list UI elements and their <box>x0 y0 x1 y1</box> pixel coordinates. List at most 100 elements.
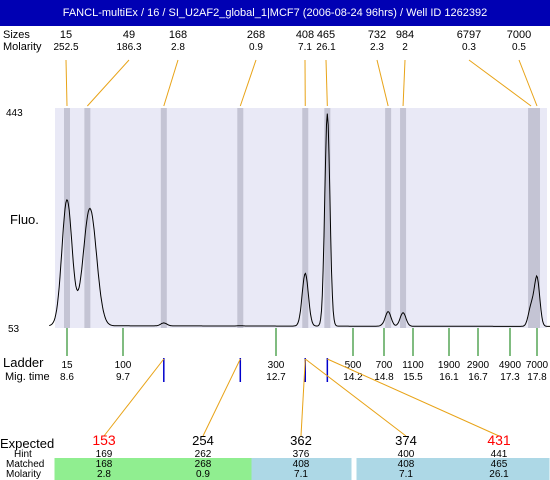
fluorescence-trace <box>49 113 550 327</box>
ladder-time-label: 12.7 <box>266 372 286 383</box>
peak-size-label: 408 <box>296 29 314 41</box>
ladder-time-label: 17.8 <box>527 372 547 383</box>
peak-size-label: 268 <box>247 29 265 41</box>
peak-molarity-label: 26.1 <box>316 42 336 53</box>
matched-label: Matched <box>6 459 44 470</box>
peak-molarity-label: 0.5 <box>512 42 526 53</box>
peak-molarity-label: 252.5 <box>53 42 78 53</box>
window-title: FANCL-multiEx / 16 / SI_U2AF2_global_1|M… <box>0 0 550 26</box>
peak-molarity-label: 2.3 <box>370 42 384 53</box>
matched-value: 168 <box>96 459 113 470</box>
molarity-value: 7.1 <box>399 469 413 480</box>
peak-band <box>534 108 540 328</box>
matched-cell <box>356 458 457 480</box>
expected-connector <box>103 358 165 437</box>
peak-size-label: 984 <box>396 29 414 41</box>
matched-value: 408 <box>398 459 415 470</box>
y-tick-min: 53 <box>8 324 20 335</box>
ladder-size-label: 4900 <box>499 360 522 371</box>
molarity-label: Molarity <box>3 41 42 53</box>
peak-molarity-label: 0.3 <box>462 42 476 53</box>
peak-molarity-label: 0.9 <box>249 42 263 53</box>
expected-value: 153 <box>92 432 116 448</box>
ladder-size-label: 700 <box>376 360 393 371</box>
peak-band <box>385 108 392 328</box>
peak-molarity-label: 7.1 <box>298 42 312 53</box>
ladder-size-label: 500 <box>345 360 362 371</box>
electropherogram-chart: 15252.549186.31682.82680.94087.146526.17… <box>0 29 550 480</box>
peak-band <box>400 108 407 328</box>
ladder-time-label: 14.8 <box>374 372 394 383</box>
hint-value: 400 <box>398 449 415 460</box>
expected-connector <box>202 358 241 437</box>
ladder-size-label: 1100 <box>402 360 424 371</box>
sizes-label: Sizes <box>3 29 30 41</box>
hint-value: 169 <box>96 449 113 460</box>
electropherogram-view: 15 252.5 49 186.3 168 2.8 268 0.9 408 7.1 465 26.1 7… <box>0 26 550 480</box>
matched-value: 268 <box>195 459 212 470</box>
matched-value: 465 <box>491 459 508 470</box>
ladder-time-label: 16.1 <box>439 372 459 383</box>
ladder-size-label: 15 <box>61 360 73 371</box>
ladder-time-label: 9.7 <box>116 372 130 383</box>
molarity-value: 0.9 <box>196 469 210 480</box>
ladder-label: Ladder <box>3 355 44 370</box>
ladder-size-label: 7000 <box>526 360 549 371</box>
peak-connector <box>163 59 179 107</box>
peak-connector <box>518 59 538 107</box>
y-tick-max: 443 <box>6 108 23 119</box>
hint-value: 441 <box>491 449 508 460</box>
ladder-size-label: 100 <box>115 360 132 371</box>
peak-molarity-label: 2.8 <box>171 42 185 53</box>
matched-cell <box>251 458 352 480</box>
bottom-molarity-label: Molarity <box>6 469 41 480</box>
expected-connector <box>300 358 306 437</box>
peak-connector <box>239 59 257 107</box>
peak-size-label: 732 <box>368 29 386 41</box>
peak-band <box>64 108 70 328</box>
hint-label: Hint <box>14 449 32 460</box>
matched-cell <box>153 458 254 480</box>
mig-time-label: Mig. time <box>5 371 50 383</box>
expected-value: 374 <box>395 433 417 448</box>
hint-value: 262 <box>195 449 212 460</box>
matched-value: 408 <box>293 459 310 470</box>
peak-size-label: 7000 <box>507 29 531 41</box>
peak-band <box>528 108 535 328</box>
peak-connector <box>65 59 68 107</box>
ladder-time-label: 17.3 <box>500 372 520 383</box>
expected-value: 254 <box>192 433 214 448</box>
ladder-size-label: 2900 <box>467 360 490 371</box>
plot-area <box>55 108 547 328</box>
peak-connector <box>402 59 406 107</box>
molarity-value: 26.1 <box>489 469 509 480</box>
expected-value: 431 <box>487 432 511 448</box>
expected-label: Expected <box>0 436 54 451</box>
peak-band <box>160 108 167 328</box>
peak-molarity-label: 2 <box>402 42 408 53</box>
peak-connector <box>376 59 389 107</box>
peak-connector <box>325 59 328 107</box>
ladder-size-label: 1900 <box>438 360 461 371</box>
peak-connector <box>468 59 532 107</box>
peak-size-label: 15 <box>60 29 72 41</box>
peak-size-label: 6797 <box>457 29 481 41</box>
expected-value: 362 <box>290 433 312 448</box>
peak-size-label: 49 <box>123 29 135 41</box>
ladder-time-label: 14.2 <box>343 372 363 383</box>
expected-connector <box>304 358 407 437</box>
peak-band <box>302 108 309 328</box>
ladder-time-label: 15.5 <box>403 372 423 383</box>
y-axis-label: Fluo. <box>10 212 39 227</box>
matched-cell <box>449 458 550 480</box>
peak-molarity-label: 186.3 <box>116 42 141 53</box>
molarity-value: 2.8 <box>97 469 111 480</box>
ladder-time-label: 8.6 <box>60 372 74 383</box>
peak-band <box>324 108 331 328</box>
ladder-size-label: 300 <box>268 360 285 371</box>
peak-size-label: 168 <box>169 29 187 41</box>
hint-value: 376 <box>293 449 310 460</box>
ladder-time-label: 16.7 <box>468 372 488 383</box>
expected-connector <box>327 358 500 437</box>
peak-connector <box>86 59 130 107</box>
